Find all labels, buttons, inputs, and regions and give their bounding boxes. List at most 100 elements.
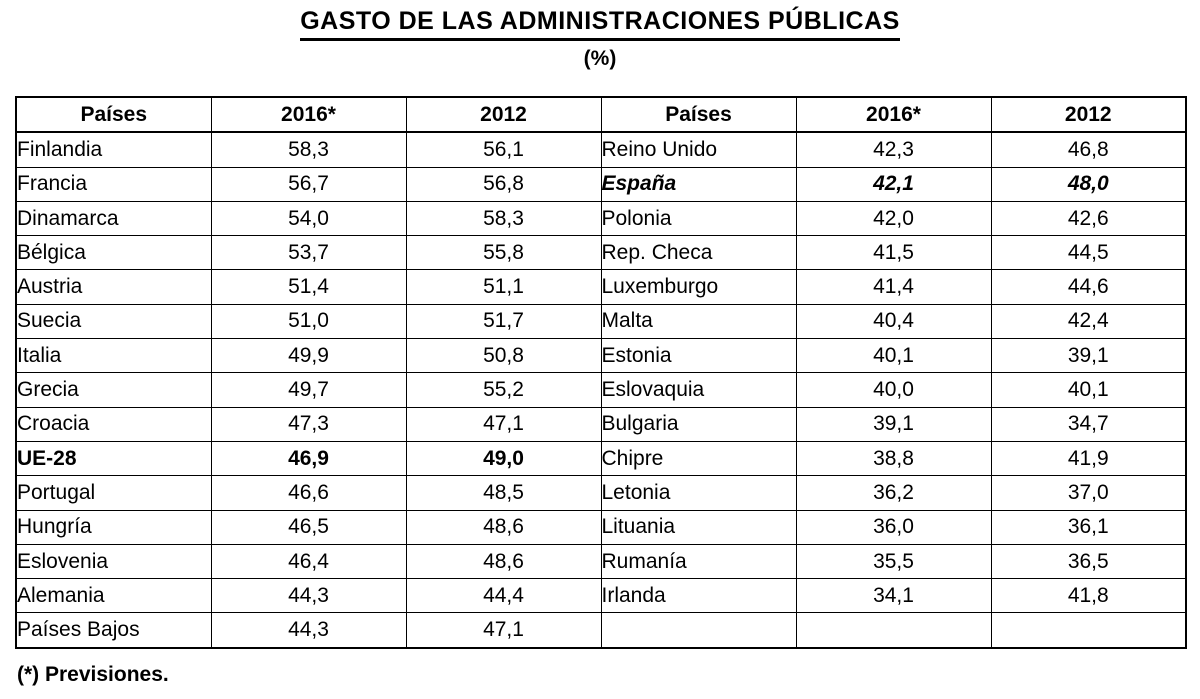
table-row: Grecia 49,7 55,2 Eslovaquia 40,0 40,1 <box>15 372 1187 408</box>
value-cell <box>990 612 1187 649</box>
value-cell: 48,6 <box>405 509 602 545</box>
value-cell <box>795 612 992 649</box>
value-cell: 41,5 <box>795 235 992 271</box>
country-cell: Finlandia <box>15 131 212 168</box>
header-2016-right: 2016* <box>795 96 992 134</box>
value-cell: 37,0 <box>990 475 1187 511</box>
value-cell: 49,7 <box>210 372 407 408</box>
header-2012-left: 2012 <box>405 96 602 134</box>
value-cell: 35,5 <box>795 543 992 580</box>
value-cell: 46,5 <box>210 509 407 545</box>
table-header-row: Países 2016* 2012 Países 2016* 2012 <box>15 96 1187 134</box>
country-cell: España <box>600 166 797 202</box>
country-cell: Polonia <box>600 200 797 237</box>
country-cell: Rep. Checa <box>600 235 797 271</box>
value-cell: 39,1 <box>990 338 1187 374</box>
value-cell: 46,4 <box>210 543 407 580</box>
value-cell: 51,1 <box>405 269 602 305</box>
value-cell: 42,6 <box>990 200 1187 237</box>
value-cell: 56,1 <box>405 131 602 168</box>
country-cell: Dinamarca <box>15 200 212 237</box>
spending-table: Países 2016* 2012 Países 2016* 2012 Finl… <box>15 96 1187 649</box>
country-cell: Países Bajos <box>15 612 212 649</box>
header-paises-right: Países <box>600 96 797 134</box>
country-cell: UE-28 <box>15 440 212 477</box>
value-cell: 51,7 <box>405 303 602 340</box>
country-cell: Grecia <box>15 372 212 408</box>
table-row: UE-28 46,9 49,0 Chipre 38,8 41,9 <box>15 440 1187 477</box>
country-cell <box>600 612 797 649</box>
header-paises-left: Países <box>15 96 212 134</box>
value-cell: 51,0 <box>210 303 407 340</box>
country-cell: Estonia <box>600 338 797 374</box>
value-cell: 55,2 <box>405 372 602 408</box>
value-cell: 47,1 <box>405 612 602 649</box>
value-cell: 41,4 <box>795 269 992 305</box>
table-row: Italia 49,9 50,8 Estonia 40,1 39,1 <box>15 338 1187 374</box>
header-2012-right: 2012 <box>990 96 1187 134</box>
value-cell: 44,4 <box>405 578 602 614</box>
country-cell: Malta <box>600 303 797 340</box>
country-cell: Austria <box>15 269 212 305</box>
page-title: GASTO DE LAS ADMINISTRACIONES PÚBLICAS <box>300 7 900 41</box>
table-row: Croacia 47,3 47,1 Bulgaria 39,1 34,7 <box>15 406 1187 442</box>
value-cell: 36,2 <box>795 475 992 511</box>
country-cell: Croacia <box>15 406 212 442</box>
country-cell: Portugal <box>15 475 212 511</box>
value-cell: 49,0 <box>405 440 602 477</box>
value-cell: 34,1 <box>795 578 992 614</box>
value-cell: 40,1 <box>990 372 1187 408</box>
country-cell: Irlanda <box>600 578 797 614</box>
value-cell: 48,0 <box>990 166 1187 202</box>
country-cell: Alemania <box>15 578 212 614</box>
value-cell: 41,8 <box>990 578 1187 614</box>
value-cell: 34,7 <box>990 406 1187 442</box>
value-cell: 39,1 <box>795 406 992 442</box>
value-cell: 47,1 <box>405 406 602 442</box>
table-header: Países 2016* 2012 Países 2016* 2012 <box>15 96 1187 134</box>
country-cell: Suecia <box>15 303 212 340</box>
value-cell: 56,7 <box>210 166 407 202</box>
table-row: Eslovenia 46,4 48,6 Rumanía 35,5 36,5 <box>15 543 1187 580</box>
country-cell: Bélgica <box>15 235 212 271</box>
country-cell: Chipre <box>600 440 797 477</box>
table-row: Bélgica 53,7 55,8 Rep. Checa 41,5 44,5 <box>15 235 1187 271</box>
table-row: Suecia 51,0 51,7 Malta 40,4 42,4 <box>15 303 1187 340</box>
table-row: Países Bajos 44,3 47,1 <box>15 612 1187 649</box>
value-cell: 41,9 <box>990 440 1187 477</box>
header-2016-left: 2016* <box>210 96 407 134</box>
value-cell: 40,0 <box>795 372 992 408</box>
table-row: Austria 51,4 51,1 Luxemburgo 41,4 44,6 <box>15 269 1187 305</box>
value-cell: 58,3 <box>210 131 407 168</box>
value-cell: 51,4 <box>210 269 407 305</box>
country-cell: Letonia <box>600 475 797 511</box>
value-cell: 44,3 <box>210 612 407 649</box>
value-cell: 42,4 <box>990 303 1187 340</box>
value-cell: 46,6 <box>210 475 407 511</box>
value-cell: 56,8 <box>405 166 602 202</box>
value-cell: 38,8 <box>795 440 992 477</box>
country-cell: Reino Unido <box>600 131 797 168</box>
value-cell: 50,8 <box>405 338 602 374</box>
country-cell: Francia <box>15 166 212 202</box>
table-row: Portugal 46,6 48,5 Letonia 36,2 37,0 <box>15 475 1187 511</box>
country-cell: Rumanía <box>600 543 797 580</box>
table-row: Hungría 46,5 48,6 Lituania 36,0 36,1 <box>15 509 1187 545</box>
table-row: Alemania 44,3 44,4 Irlanda 34,1 41,8 <box>15 578 1187 614</box>
page-subtitle: (%) <box>583 47 617 70</box>
value-cell: 44,3 <box>210 578 407 614</box>
table-row: Francia 56,7 56,8 España 42,1 48,0 <box>15 166 1187 202</box>
value-cell: 46,9 <box>210 440 407 477</box>
table-row: Finlandia 58,3 56,1 Reino Unido 42,3 46,8 <box>15 131 1187 168</box>
country-cell: Hungría <box>15 509 212 545</box>
value-cell: 54,0 <box>210 200 407 237</box>
footnote: (*) Previsiones. <box>17 663 169 686</box>
value-cell: 42,0 <box>795 200 992 237</box>
table-row: Dinamarca 54,0 58,3 Polonia 42,0 42,6 <box>15 200 1187 237</box>
country-cell: Eslovenia <box>15 543 212 580</box>
value-cell: 49,9 <box>210 338 407 374</box>
country-cell: Italia <box>15 338 212 374</box>
country-cell: Luxemburgo <box>600 269 797 305</box>
value-cell: 44,6 <box>990 269 1187 305</box>
value-cell: 36,5 <box>990 543 1187 580</box>
